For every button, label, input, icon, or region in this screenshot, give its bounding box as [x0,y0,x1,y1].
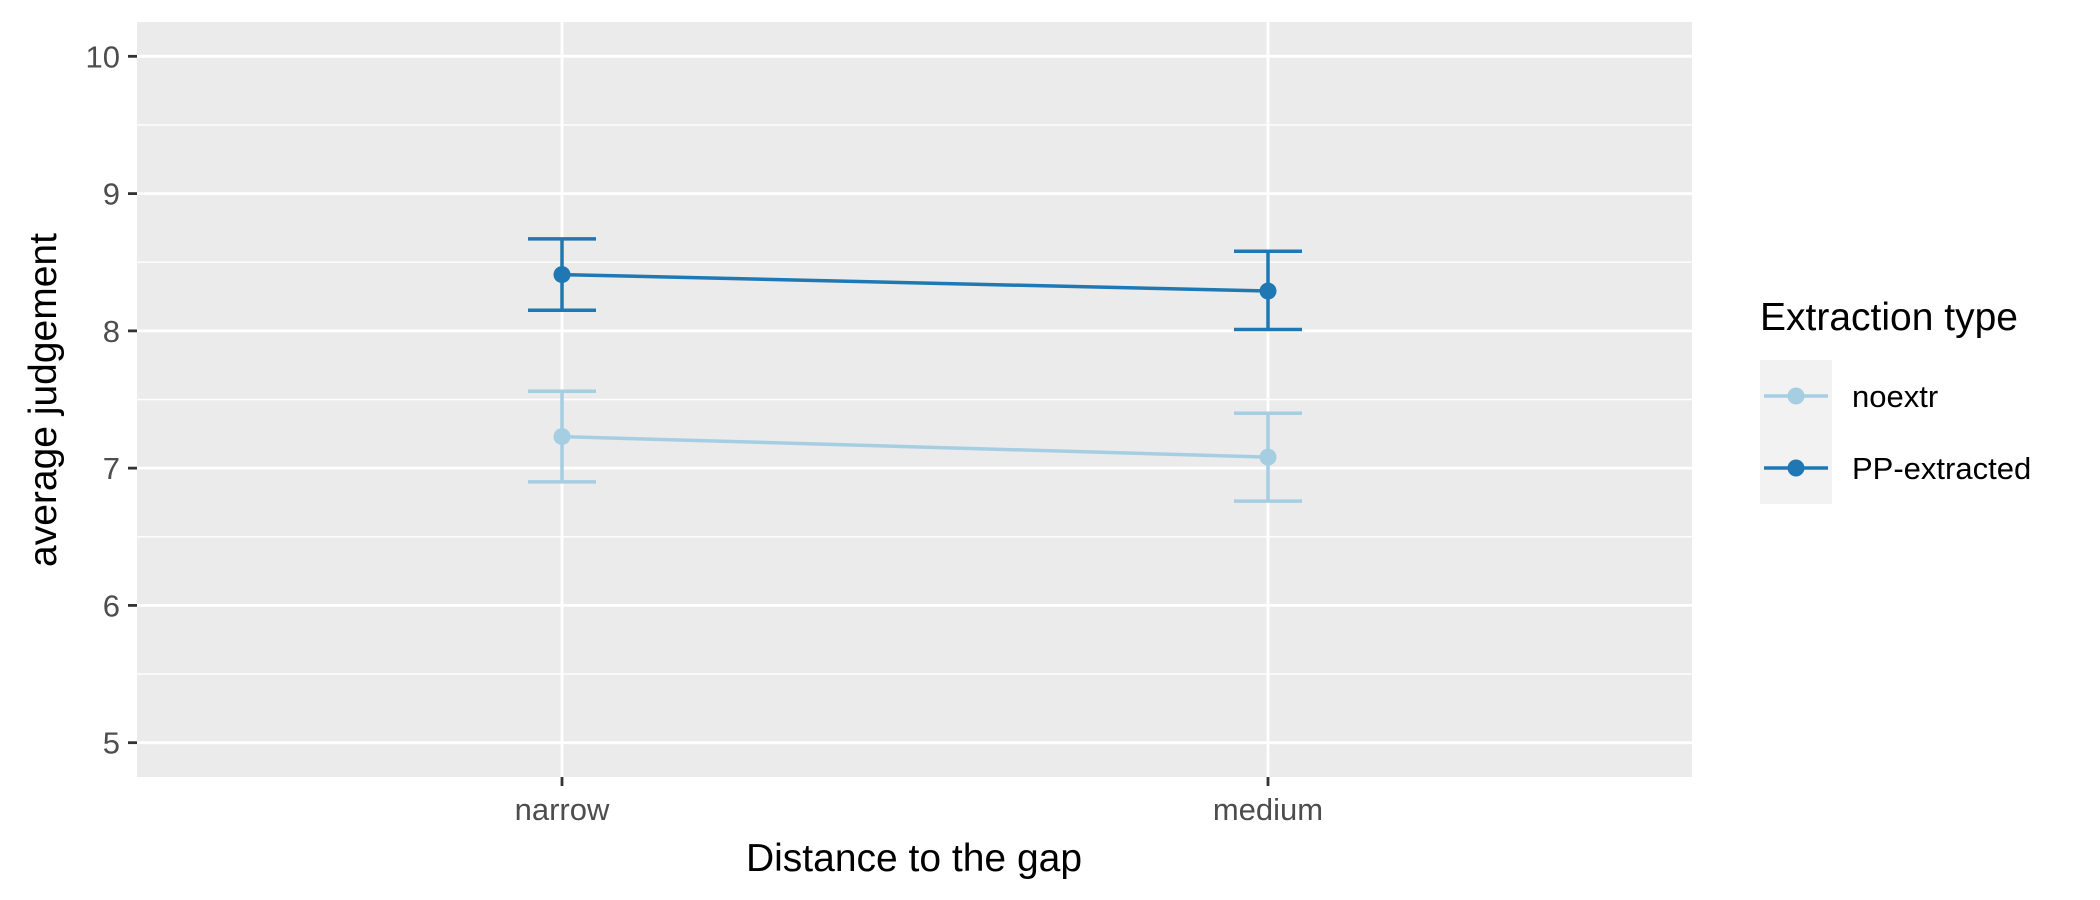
legend-label: PP-extracted [1852,451,2031,486]
y-tick-label: 7 [103,451,120,486]
data-point [1259,282,1277,300]
legend-key-background [1760,360,1832,504]
legend-item: noextr [1764,379,1938,414]
legend-key-point [1787,459,1805,477]
series-line [561,272,1269,293]
data-point [553,266,571,284]
data-point [1259,448,1277,466]
series-noextr [528,389,1302,503]
x-tick-label: narrow [515,792,610,827]
y-axis-title: average judgement [22,233,65,567]
series-pp-extracted [528,237,1302,332]
y-tick-label: 9 [103,177,120,212]
y-tick-label: 10 [86,39,120,74]
series-line [561,434,1269,459]
legend-key-point [1787,387,1805,405]
major-gridlines [137,22,1692,777]
data-point [553,428,571,446]
legend-item: PP-extracted [1764,451,2031,486]
minor-gridlines [137,124,1692,675]
y-tick-label: 8 [103,314,120,349]
legend-title: Extraction type [1760,296,2018,339]
y-tick-label: 5 [103,726,120,761]
x-axis: narrow medium [515,777,1323,827]
x-axis-title: Distance to the gap [746,837,1082,880]
legend-label: noextr [1852,379,1938,414]
series-layer [528,237,1302,503]
y-axis: 5 6 7 8 9 10 [86,39,137,761]
legend: Extraction type noextr PP-extracted [1760,296,2031,504]
x-tick-label: medium [1213,792,1323,827]
y-tick-label: 6 [103,588,120,623]
